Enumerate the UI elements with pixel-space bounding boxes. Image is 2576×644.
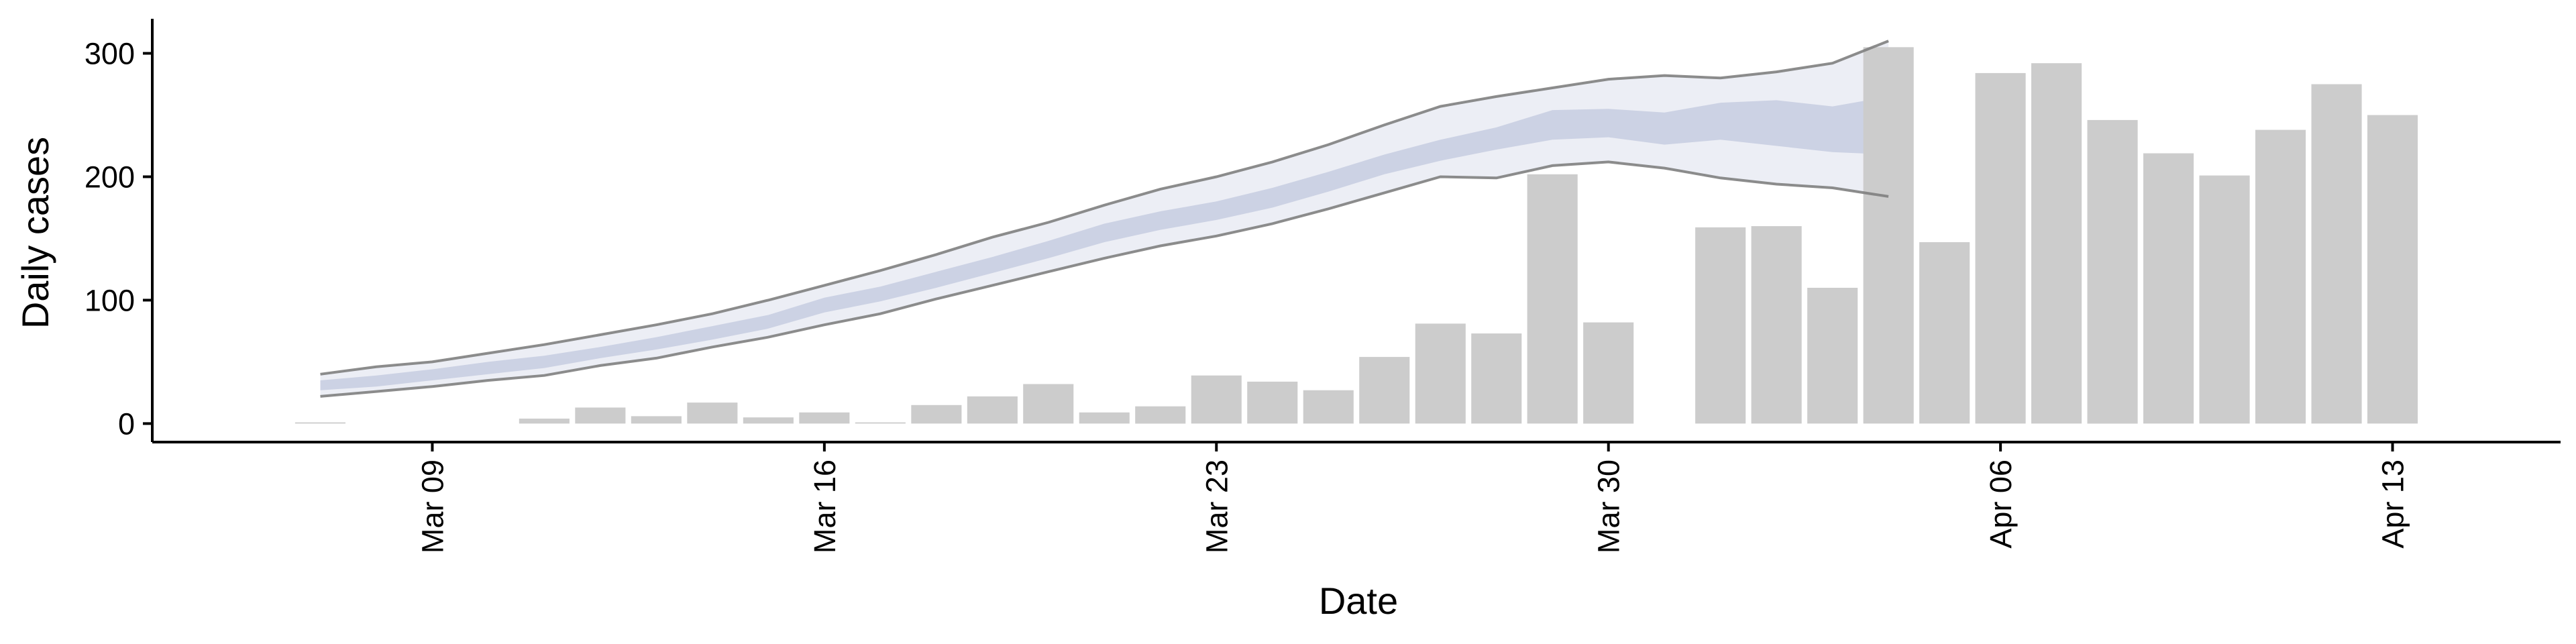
- x-axis-title: Date: [1319, 580, 1398, 622]
- case-bar: [2199, 175, 2250, 424]
- case-bar: [1359, 357, 1410, 424]
- axis-ticks: 0 100 200 300 Mar 09 Mar 16 Mar 23 Mar 30 Apr 06…: [85, 37, 2410, 554]
- case-bar: [1079, 412, 1130, 424]
- y-tick-label: 0: [118, 407, 135, 441]
- case-bar: [631, 416, 682, 424]
- case-bar: [967, 396, 1018, 424]
- case-bar: [2255, 129, 2306, 424]
- case-bar: [519, 419, 570, 424]
- x-tick-label: Apr 06: [1984, 460, 2018, 549]
- estimate-band-layer: [320, 41, 1889, 396]
- case-bar: [1247, 381, 1298, 424]
- case-bar: [1975, 72, 2026, 424]
- case-bar: [2143, 153, 2194, 424]
- case-bar: [2311, 84, 2362, 424]
- case-bar: [1695, 227, 1746, 424]
- y-tick-label: 200: [85, 160, 135, 194]
- case-bar: [1135, 406, 1186, 424]
- y-tick-label: 300: [85, 37, 135, 71]
- bound-lines-layer: [320, 40, 1889, 398]
- x-tick-label: Mar 09: [415, 460, 449, 553]
- case-bar: [2031, 63, 2082, 424]
- y-axis-title: Daily cases: [14, 137, 56, 329]
- estimate-band-inner: [320, 96, 1889, 390]
- y-tick-label: 100: [85, 283, 135, 317]
- x-tick-label: Mar 23: [1199, 460, 1234, 553]
- case-bar: [799, 412, 850, 424]
- case-bar: [1751, 226, 1802, 424]
- case-bar: [1471, 333, 1522, 424]
- x-tick-label: Mar 16: [808, 460, 842, 553]
- case-bar: [911, 405, 962, 424]
- x-tick-label: Mar 30: [1592, 460, 1626, 553]
- lower-bound-line: [320, 160, 1889, 398]
- axes: [151, 19, 2561, 443]
- case-bar: [2367, 115, 2418, 424]
- upper-bound-line: [320, 40, 1889, 376]
- case-bar: [1303, 390, 1354, 424]
- case-bar: [2087, 119, 2138, 424]
- case-bar: [1023, 384, 1074, 424]
- case-bar: [1527, 174, 1578, 424]
- case-bar: [1415, 323, 1466, 424]
- case-bar: [687, 402, 738, 424]
- case-bar: [575, 407, 626, 424]
- x-tick-label: Apr 13: [2376, 460, 2410, 549]
- case-bar: [1807, 288, 1858, 424]
- case-bar: [1583, 322, 1634, 424]
- case-bar: [1191, 375, 1242, 424]
- case-bar: [1863, 47, 1914, 424]
- case-bar: [743, 417, 794, 424]
- case-bar: [294, 422, 345, 424]
- case-bars-layer: [294, 47, 2418, 424]
- case-bar: [1919, 242, 1970, 424]
- case-bar: [855, 422, 906, 424]
